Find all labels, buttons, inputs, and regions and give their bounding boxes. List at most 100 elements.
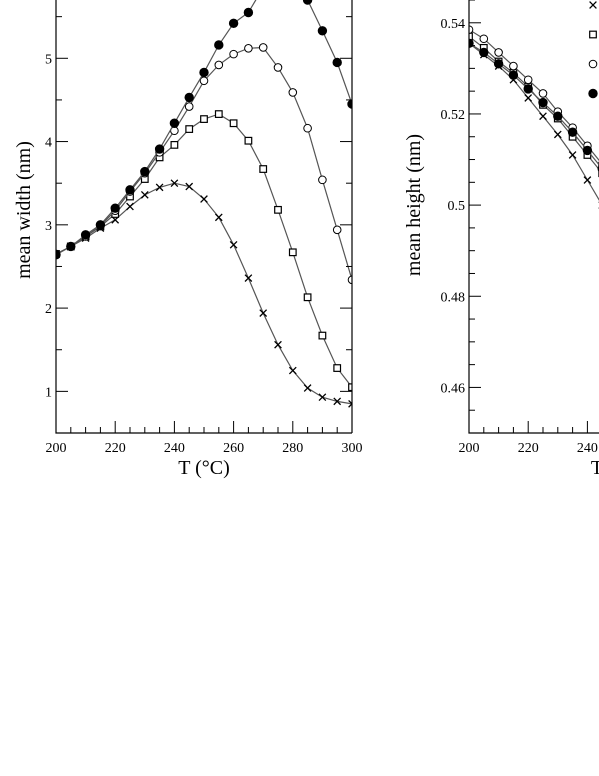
legend [588, 1, 598, 99]
x-tick-label: 240 [164, 441, 185, 456]
data-point-circle-open [199, 76, 209, 86]
width-chart: 200 220 240 260 280 300 1 2 3 4 5 T (°C) mean width … [13, 0, 363, 479]
data-point-square [200, 115, 208, 123]
data-point-circle-open [494, 48, 503, 57]
data-point-circle-filled [214, 40, 224, 50]
data-point-circle-open [184, 102, 194, 111]
data-point-circle-open [318, 175, 327, 185]
legend-marker-circle-open [588, 59, 598, 69]
data-point-cross [140, 190, 149, 199]
y-tick-label: 3 [45, 219, 52, 234]
data-point-circle-filled [243, 7, 254, 18]
data-point-cross [259, 309, 268, 317]
plot-area [56, 0, 352, 408]
x-tick-label: 220 [105, 441, 126, 456]
plot-area [469, 25, 599, 209]
data-point-cross [214, 213, 223, 222]
data-point-square [303, 293, 312, 302]
data-point-circle-filled [493, 59, 504, 69]
data-point-circle-filled [228, 18, 239, 29]
data-point-cross [274, 340, 282, 349]
y-tick-label: 0.52 [441, 108, 466, 123]
data-point-circle-filled [523, 84, 533, 94]
data-point-cross [348, 399, 352, 408]
y-tick-label: 0.46 [441, 381, 466, 396]
data-point-cross [126, 202, 134, 211]
y-tick-label: 2 [45, 302, 52, 317]
data-point-cross [229, 240, 238, 249]
data-point-circle-filled [169, 118, 180, 128]
data-point-circle-filled [553, 111, 563, 121]
data-point-square [318, 331, 327, 340]
data-point-cross [303, 384, 312, 392]
data-point-circle-open [479, 34, 489, 44]
x-tick-label: 300 [342, 441, 363, 456]
data-point-circle-open [273, 63, 283, 72]
x-tick-label: 220 [518, 441, 539, 456]
y-tick-label: 0.54 [441, 17, 466, 32]
y-tick-label: 4 [45, 136, 52, 151]
legend-marker-circle-filled [588, 88, 598, 99]
y-tick-label: 5 [45, 52, 52, 67]
data-point-circle-filled [317, 26, 328, 36]
data-point-cross [170, 179, 179, 188]
data-point-cross [553, 130, 562, 139]
x-axis-label: T [591, 457, 599, 479]
data-point-circle-open [288, 88, 298, 97]
data-point-square [214, 110, 223, 118]
data-point-circle-filled [479, 47, 489, 58]
data-point-circle-filled [302, 0, 313, 5]
data-point-square [229, 119, 238, 128]
data-point-cross [583, 176, 592, 184]
data-point-cross [524, 94, 533, 102]
data-point-square [259, 165, 268, 173]
y-axis-label: mean width (nm) [13, 141, 35, 279]
data-point-cross [318, 393, 327, 402]
data-point-cross [539, 112, 547, 121]
data-point-cross [568, 151, 577, 159]
data-point-circle-filled [110, 203, 120, 213]
data-point-circle-open [523, 75, 533, 85]
data-point-circle-filled [538, 97, 548, 108]
data-point-square [274, 205, 282, 214]
y-tick-label: 1 [45, 385, 52, 400]
y-axis-label: mean height (nm) [403, 134, 425, 276]
data-point-square [185, 125, 194, 133]
data-point-circle-filled [508, 70, 519, 80]
data-point-circle-filled [582, 145, 593, 156]
x-tick-label: 200 [459, 441, 480, 456]
data-point-cross [288, 366, 297, 375]
data-point-square [288, 248, 297, 257]
data-point-circle-filled [66, 241, 76, 252]
data-point-circle-filled [56, 250, 61, 260]
data-point-circle-filled [332, 57, 342, 68]
x-tick-label: 260 [223, 441, 244, 456]
legend-marker-cross [589, 1, 597, 9]
axis-frame [468, 0, 599, 434]
x-tick-label: 240 [577, 441, 598, 456]
data-point-circle-filled [80, 230, 91, 240]
series-line-cross [469, 42, 599, 201]
data-point-circle-filled [95, 220, 106, 230]
data-point-circle-filled [199, 67, 209, 78]
series-line-circle-filled [469, 42, 599, 166]
data-point-circle-open [303, 123, 312, 133]
data-point-cross [155, 183, 164, 192]
data-point-circle-open [332, 225, 342, 235]
data-point-square [333, 364, 342, 372]
data-point-circle-filled [125, 185, 135, 195]
data-point-circle-filled [567, 127, 578, 137]
data-point-circle-open [214, 60, 224, 70]
data-point-cross [200, 195, 208, 203]
y-tick-label: 0.48 [441, 290, 466, 305]
data-point-circle-open [509, 61, 518, 71]
legend-marker-square [589, 30, 597, 39]
data-point-cross [185, 182, 194, 191]
series-line-square [56, 113, 352, 388]
data-point-circle-filled [184, 92, 194, 103]
x-tick-label: 280 [282, 441, 303, 456]
data-point-square [244, 136, 253, 145]
data-point-circle-filled [140, 166, 150, 177]
